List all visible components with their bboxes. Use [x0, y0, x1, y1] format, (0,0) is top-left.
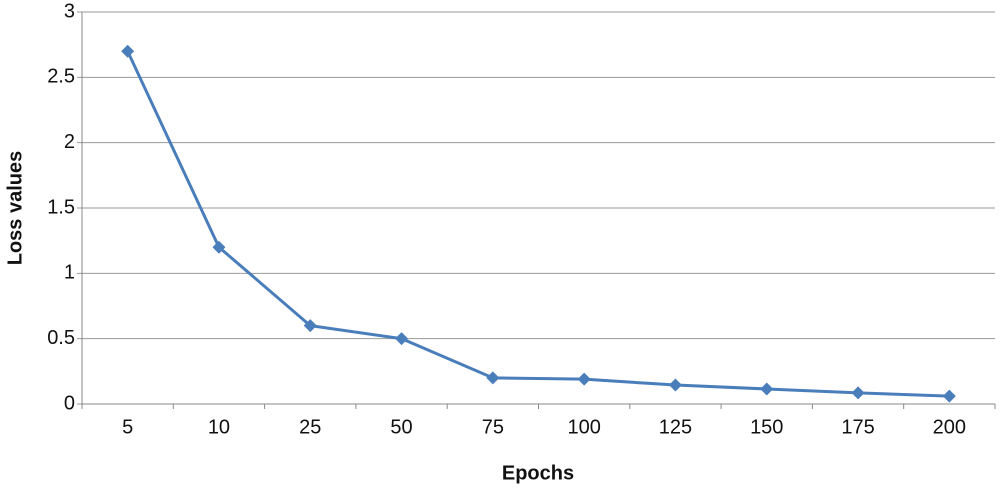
data-line [126, 50, 950, 398]
data-marker [486, 371, 500, 385]
data-marker [851, 386, 865, 400]
data-marker [121, 44, 135, 58]
x-tick-label: 150 [750, 416, 783, 438]
x-tick-label: 50 [390, 416, 412, 438]
data-marker [577, 372, 591, 386]
data-marker [395, 332, 409, 346]
x-tick-label: 75 [482, 416, 504, 438]
y-tick-label: 1.5 [47, 196, 75, 218]
data-marker [212, 240, 226, 254]
y-tick-label: 0.5 [47, 327, 75, 349]
x-tick-label: 25 [299, 416, 321, 438]
x-tick-label: 5 [122, 416, 133, 438]
x-axis-title: Epochs [502, 462, 574, 484]
data-marker [303, 319, 317, 333]
y-axis-title: Loss values [4, 151, 26, 266]
data-marker [760, 382, 774, 396]
data-marker [942, 389, 956, 403]
x-tick-label: 175 [841, 416, 874, 438]
y-tick-label: 1 [64, 262, 75, 284]
data-marker [668, 378, 682, 392]
x-tick-label: 200 [933, 416, 966, 438]
y-tick-label: 0 [64, 392, 75, 414]
x-tick-label: 100 [567, 416, 600, 438]
y-tick-label: 3 [64, 0, 75, 22]
x-tick-label: 125 [659, 416, 692, 438]
y-tick-label: 2 [64, 131, 75, 153]
x-tick-label: 10 [208, 416, 230, 438]
y-tick-label: 2.5 [47, 66, 75, 88]
